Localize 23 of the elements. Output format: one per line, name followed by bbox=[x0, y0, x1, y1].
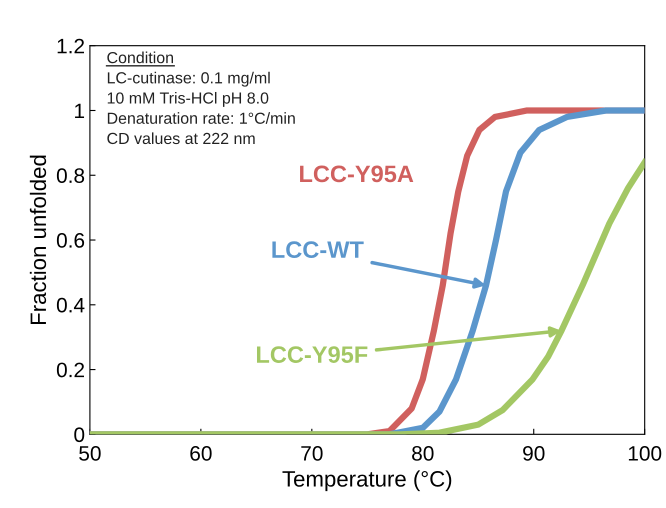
x-tick-label: 90 bbox=[523, 446, 545, 461]
annotation: Condition bbox=[107, 52, 173, 64]
y-tick-label: 0.6 bbox=[56, 233, 84, 248]
x-tick-label: 70 bbox=[301, 446, 323, 461]
y-tick-label: 0.4 bbox=[56, 298, 84, 313]
series-label: LCC-Y95A bbox=[300, 166, 414, 182]
x-tick-label: 100 bbox=[628, 446, 662, 461]
y-tick-label: 0 bbox=[74, 427, 84, 442]
y-axis-title: Fraction unfolded bbox=[30, 156, 46, 324]
y-tick-label: 0.2 bbox=[56, 362, 84, 378]
y-tick-label: 0.8 bbox=[56, 168, 84, 184]
x-tick-label: 80 bbox=[412, 446, 434, 461]
x-tick-label: 60 bbox=[190, 446, 212, 461]
x-axis-title: Temperature (°C) bbox=[282, 470, 452, 492]
annotation: CD values at 222 nm bbox=[107, 132, 255, 144]
annotation: 10 mM Tris-HCl pH 8.0 bbox=[108, 92, 268, 107]
annotation: Denaturation rate: 1°C/min bbox=[108, 112, 295, 124]
y-tick-label: 1 bbox=[75, 104, 84, 118]
annotation: LC-cutinase: 0.1 mg/ml bbox=[108, 72, 270, 87]
text: LCC-WT bbox=[272, 241, 364, 258]
y-tick-label: 1.2 bbox=[58, 38, 84, 54]
x-tick-label: 50 bbox=[79, 446, 101, 461]
text: LCC-Y95F bbox=[256, 346, 368, 363]
